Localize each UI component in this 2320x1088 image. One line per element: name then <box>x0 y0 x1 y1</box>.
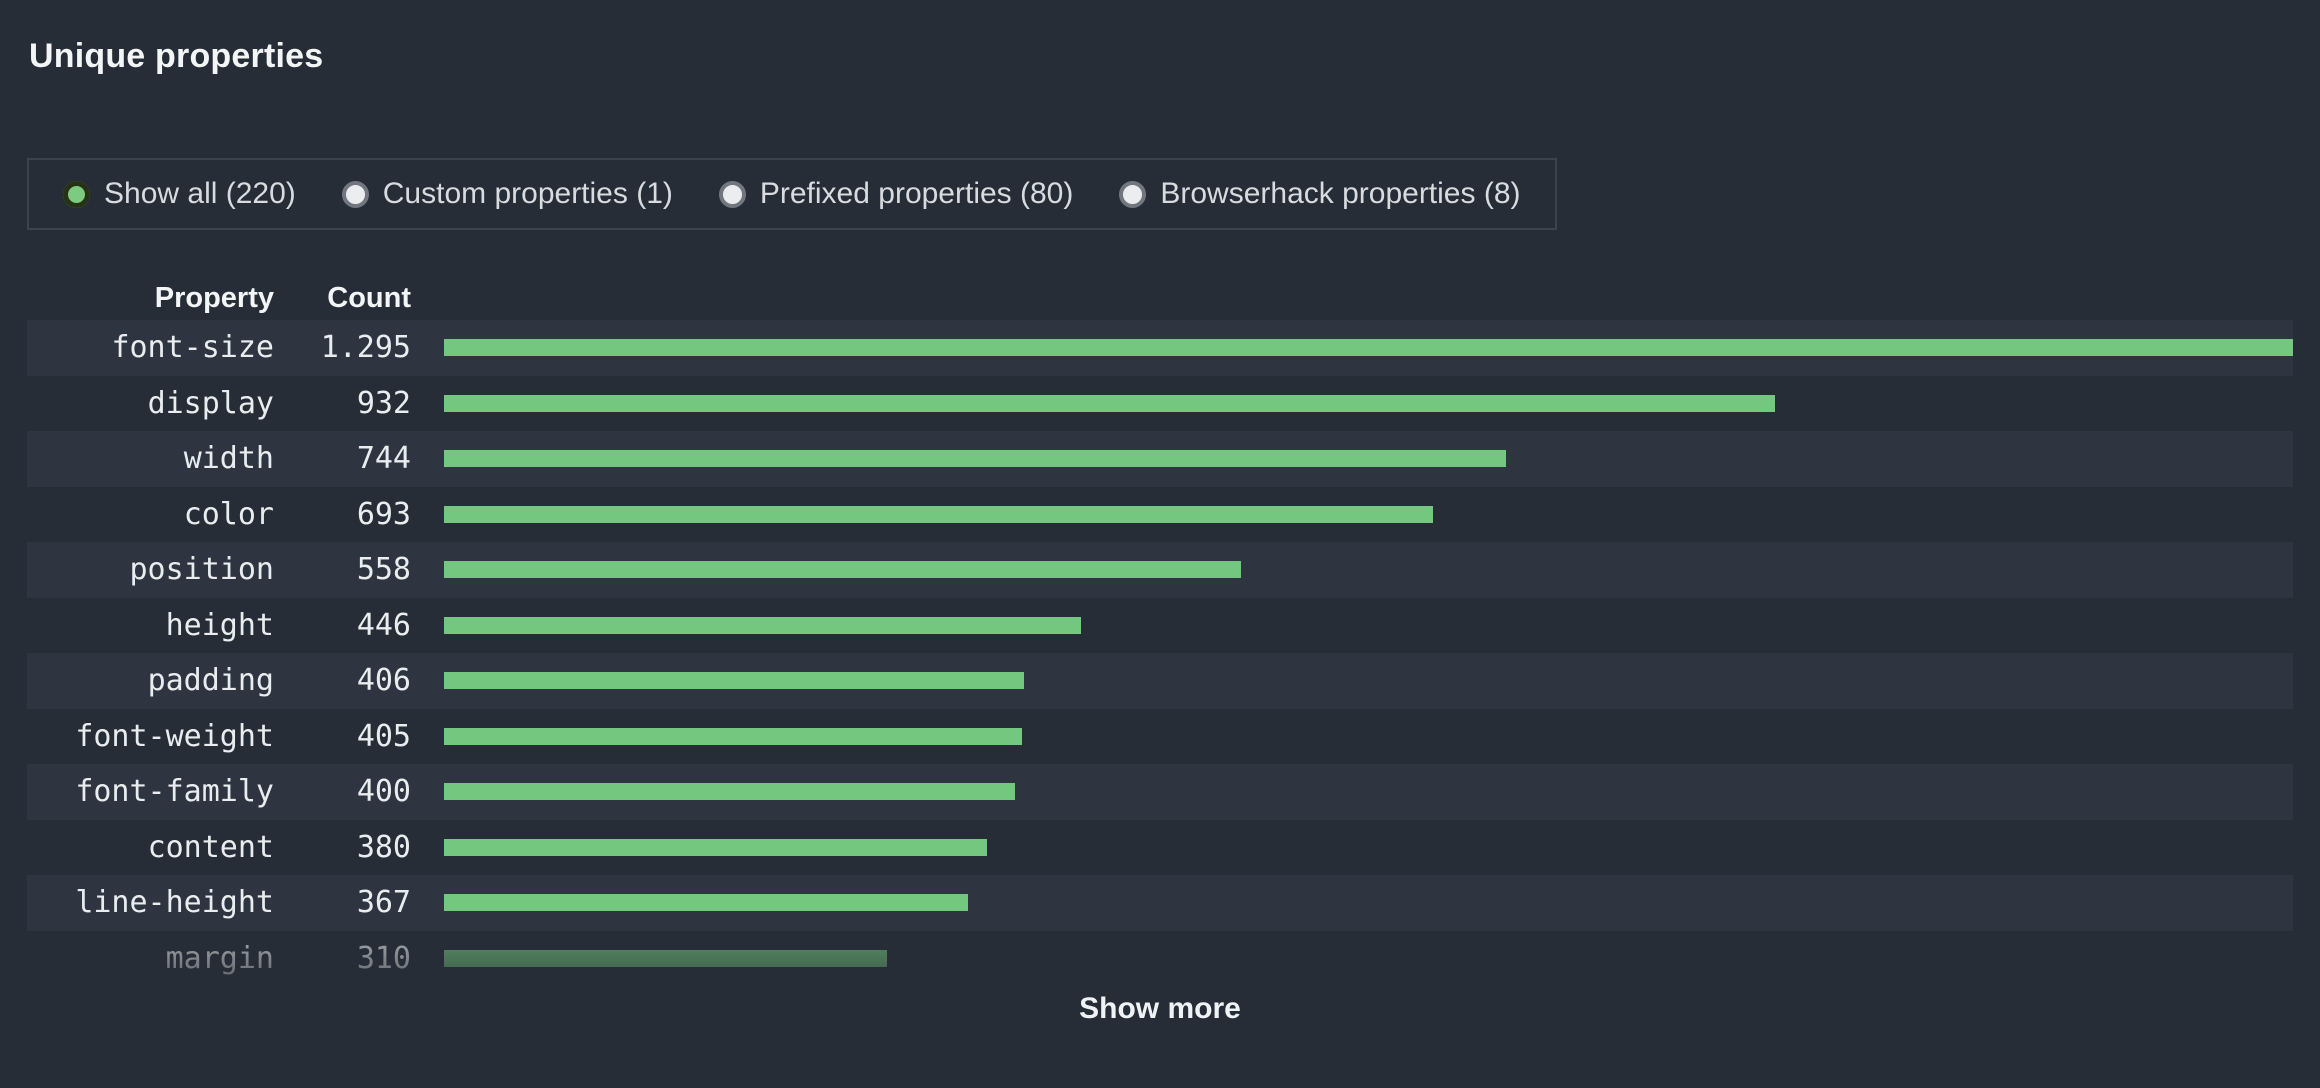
property-name: content <box>147 829 274 865</box>
property-count: 693 <box>356 496 411 532</box>
property-count: 380 <box>356 829 411 865</box>
table-row: line-height 367 <box>27 875 2293 931</box>
table-row: font-size 1.295 <box>27 320 2293 376</box>
bar-cell <box>411 542 2293 598</box>
table-row: position 558 <box>27 542 2293 598</box>
filter-option-label: Browserhack properties (8) <box>1160 177 1521 210</box>
count-bar <box>444 838 987 856</box>
table-row: font-family 400 <box>27 764 2293 820</box>
radio-selected-icon[interactable] <box>63 180 90 208</box>
count-bar <box>444 949 887 967</box>
property-column-header: Property <box>154 282 274 314</box>
count-bar <box>444 561 1241 579</box>
table-row: color 693 <box>27 487 2293 543</box>
show-more-button[interactable]: Show more <box>1069 990 1251 1028</box>
filter-option-browserhack-properties[interactable]: Browserhack properties (8) <box>1119 177 1521 211</box>
count-bar <box>444 394 1775 412</box>
count-column-header: Count <box>327 282 411 314</box>
property-count: 446 <box>356 607 411 643</box>
filter-option-label: Prefixed properties (80) <box>759 177 1074 210</box>
property-name: color <box>183 496 274 532</box>
bar-cell <box>411 598 2293 654</box>
property-name: margin <box>165 940 274 976</box>
count-bar <box>444 450 1507 468</box>
property-count: 558 <box>356 552 411 588</box>
count-bar <box>444 894 968 912</box>
property-count: 1.295 <box>320 330 411 366</box>
filter-option-custom-properties[interactable]: Custom properties (1) <box>341 177 673 211</box>
table-body: font-size 1.295 display 932 width 744 color 693… <box>27 320 2293 986</box>
table-row: height 446 <box>27 598 2293 654</box>
bar-cell <box>411 320 2293 376</box>
count-bar <box>444 672 1024 690</box>
property-name: line-height <box>75 885 274 921</box>
property-count: 744 <box>356 441 411 477</box>
property-name: position <box>129 552 275 588</box>
table-header-row: Property Count <box>27 277 2293 320</box>
property-count: 310 <box>356 940 411 976</box>
property-name: width <box>183 441 274 477</box>
table-row: width 744 <box>27 431 2293 487</box>
bar-cell <box>411 764 2293 820</box>
radio-unselected-icon[interactable] <box>1119 180 1147 208</box>
property-count: 400 <box>356 774 411 810</box>
property-count: 367 <box>356 885 411 921</box>
filter-option-prefixed-properties[interactable]: Prefixed properties (80) <box>718 177 1074 211</box>
property-count: 405 <box>356 718 411 754</box>
property-count: 406 <box>356 663 411 699</box>
radio-unselected-icon[interactable] <box>341 180 369 208</box>
table-row: margin 310 <box>27 930 2293 987</box>
bar-cell <box>411 376 2293 432</box>
bar-cell <box>411 431 2293 487</box>
property-name: height <box>165 607 274 643</box>
filter-option-show-all[interactable]: Show all (220) <box>63 177 296 211</box>
count-bar <box>444 616 1081 634</box>
bar-cell <box>411 931 2293 987</box>
table-row: padding 406 <box>27 653 2293 709</box>
bar-cell <box>411 709 2293 765</box>
property-name: font-size <box>111 330 274 366</box>
bar-cell <box>411 653 2293 709</box>
bar-cell <box>411 487 2293 543</box>
property-name: font-family <box>75 774 274 810</box>
radio-unselected-icon[interactable] <box>718 180 746 208</box>
property-name: font-weight <box>75 718 274 754</box>
count-bar <box>444 727 1023 745</box>
bar-cell <box>411 875 2293 931</box>
table-row: font-weight 405 <box>27 709 2293 765</box>
filter-radio-group: Show all (220) Custom properties (1) Prefi… <box>27 158 1557 230</box>
filter-option-label: Show all (220) <box>104 177 296 210</box>
count-bar <box>444 783 1016 801</box>
property-name: display <box>147 385 274 421</box>
panel-title: Unique properties <box>29 37 324 75</box>
bar-cell <box>411 820 2293 876</box>
count-bar <box>444 339 2293 357</box>
table-row: content 380 <box>27 820 2293 876</box>
filter-option-label: Custom properties (1) <box>382 177 673 210</box>
count-bar <box>444 505 1434 523</box>
properties-table: Property Count font-size 1.295 display 932 w… <box>27 277 2293 986</box>
unique-properties-panel: Unique properties Show all (220) Custom p… <box>0 36 2320 1028</box>
table-row: display 932 <box>27 376 2293 432</box>
property-name: padding <box>147 663 274 699</box>
property-count: 932 <box>356 385 411 421</box>
